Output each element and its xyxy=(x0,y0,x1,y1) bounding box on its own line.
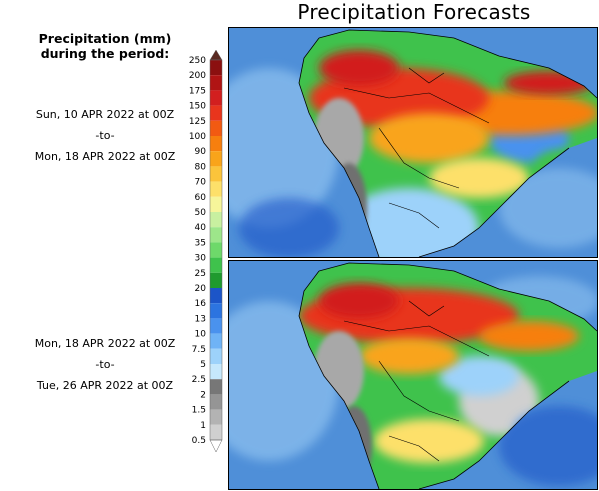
scale-color-block xyxy=(210,75,222,91)
page-title: Precipitation Forecasts xyxy=(297,0,531,24)
scale-outline xyxy=(209,59,223,441)
scale-color-block xyxy=(210,257,222,273)
scale-color-block xyxy=(210,90,222,106)
scale-color-block xyxy=(210,333,222,349)
scale-tick-label: 30 xyxy=(195,254,207,264)
scale-tick-label: 1.5 xyxy=(192,406,206,416)
period-label-second: Mon, 18 APR 2022 at 00Z -to- Tue, 26 APR… xyxy=(0,333,210,396)
scale-tick-label: 2 xyxy=(200,390,206,400)
scale-color-block xyxy=(210,364,222,380)
scale-tick-label: 60 xyxy=(195,193,207,203)
scale-tick-label: 2.5 xyxy=(192,375,206,385)
forecast-map-first-period xyxy=(228,27,598,258)
scale-tick-label: 13 xyxy=(195,314,206,324)
scale-color-block xyxy=(210,303,222,319)
scale-tick-label: 150 xyxy=(189,102,206,112)
precipitation-map-second xyxy=(229,261,597,489)
scale-color-block xyxy=(210,379,222,395)
scale-bottom-arrow xyxy=(209,439,223,453)
scale-tick-label: 5 xyxy=(200,360,206,370)
coastline xyxy=(298,29,597,257)
scale-tick-label: 125 xyxy=(189,117,206,127)
scale-tick-label: 25 xyxy=(195,269,206,279)
legend-heading: Precipitation (mm) during the period: xyxy=(0,31,210,61)
scale-color-block xyxy=(210,166,222,182)
scale-tick-label: 175 xyxy=(189,86,206,96)
scale-tick-label: 80 xyxy=(195,162,207,172)
scale-color-block xyxy=(210,181,222,197)
country-borders xyxy=(343,300,490,462)
period-separator: -to- xyxy=(95,129,115,142)
scale-tick-label: 7.5 xyxy=(192,345,206,355)
scale-tick-label: 90 xyxy=(195,147,207,157)
country-borders xyxy=(343,67,490,229)
precipitation-map-first xyxy=(229,28,597,257)
scale-tick-label: 20 xyxy=(195,284,207,294)
period-end: Tue, 26 APR 2022 at 00Z xyxy=(36,379,174,392)
precipitation-color-scale: 250 200 175 150 125 100 90 80 70 60 50 40 35 30 25 20 16… xyxy=(186,49,246,472)
scale-tick-label: 100 xyxy=(189,132,206,142)
scale-color-block xyxy=(210,348,222,364)
scale-color-block xyxy=(210,242,222,258)
period-separator: -to- xyxy=(95,358,115,371)
scale-tick-label: 250 xyxy=(189,56,206,66)
scale-tick-label: 200 xyxy=(189,71,206,81)
period-start: Mon, 18 APR 2022 at 00Z xyxy=(34,337,176,350)
scale-tick-label: 0.5 xyxy=(192,436,206,446)
scale-color-block xyxy=(210,151,222,167)
scale-color-block xyxy=(210,272,222,288)
period-end: Mon, 18 APR 2022 at 00Z xyxy=(34,150,176,163)
legend-heading-line2: during the period: xyxy=(40,46,170,61)
scale-color-block xyxy=(210,60,222,76)
scale-tick-label: 50 xyxy=(195,208,207,218)
forecast-map-second-period xyxy=(228,260,598,490)
scale-tick-label: 70 xyxy=(195,178,207,188)
scale-tick-label: 35 xyxy=(195,238,206,248)
scale-tick-label: 1 xyxy=(200,421,206,431)
coastline xyxy=(298,262,597,489)
scale-color-block xyxy=(210,318,222,334)
scale-tick-label: 16 xyxy=(195,299,207,309)
scale-color-block xyxy=(210,105,222,121)
scale-color-block xyxy=(210,424,222,440)
color-scale-graphic: 2502001751501251009080706050403530252016… xyxy=(189,49,223,453)
scale-color-block xyxy=(210,227,222,243)
scale-color-block xyxy=(210,212,222,228)
scale-color-block xyxy=(210,196,222,212)
scale-color-block xyxy=(210,120,222,136)
period-label-first: Sun, 10 APR 2022 at 00Z -to- Mon, 18 APR… xyxy=(0,104,210,167)
scale-tick-label: 40 xyxy=(195,223,207,233)
scale-color-block xyxy=(210,136,222,152)
scale-top-arrow xyxy=(209,49,223,61)
scale-color-block xyxy=(210,288,222,304)
scale-color-block xyxy=(210,409,222,425)
scale-color-block xyxy=(210,394,222,410)
scale-tick-label: 10 xyxy=(195,330,207,340)
legend-heading-line1: Precipitation (mm) xyxy=(38,31,172,46)
period-start: Sun, 10 APR 2022 at 00Z xyxy=(35,108,175,121)
